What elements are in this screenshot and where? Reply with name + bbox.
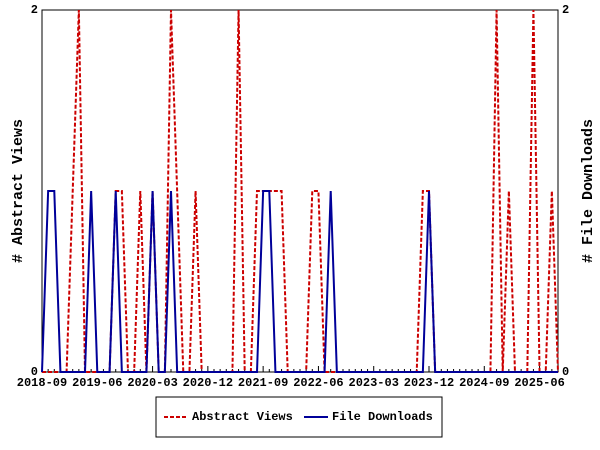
- y-tick-label: 0: [31, 365, 38, 379]
- x-tick-label: 2023-12: [404, 376, 454, 390]
- x-tick-label: 2023-03: [349, 376, 399, 390]
- legend: [155, 396, 443, 438]
- y2-tick-label: 0: [562, 365, 569, 379]
- x-tick-label: 2022-06: [293, 376, 343, 390]
- line-series: [41, 190, 558, 373]
- y2-axis-title: # File Downloads: [580, 119, 597, 263]
- x-tick-label: 2020-03: [127, 376, 177, 390]
- x-tick-label: 2020-12: [183, 376, 233, 390]
- x-tick-label: 2025-06: [514, 376, 564, 390]
- x-tick-label: 2018-09: [17, 376, 67, 390]
- legend-label: Abstract Views: [192, 410, 293, 424]
- x-tick-label: 2019-06: [72, 376, 122, 390]
- y-tick-label: 2: [31, 3, 38, 17]
- legend-label: File Downloads: [332, 410, 433, 424]
- x-tick-label: 2021-09: [238, 376, 288, 390]
- y2-tick-label: 2: [562, 3, 569, 17]
- y-axis-title: # Abstract Views: [10, 119, 27, 263]
- x-tick-label: 2024-09: [459, 376, 509, 390]
- plot-area: [41, 9, 559, 373]
